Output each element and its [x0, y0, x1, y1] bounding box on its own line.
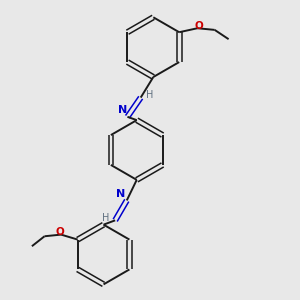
Text: O: O: [194, 21, 203, 31]
Text: H: H: [146, 90, 154, 100]
Text: N: N: [118, 104, 127, 115]
Text: N: N: [116, 190, 125, 200]
Text: H: H: [102, 213, 110, 223]
Text: O: O: [55, 227, 64, 237]
